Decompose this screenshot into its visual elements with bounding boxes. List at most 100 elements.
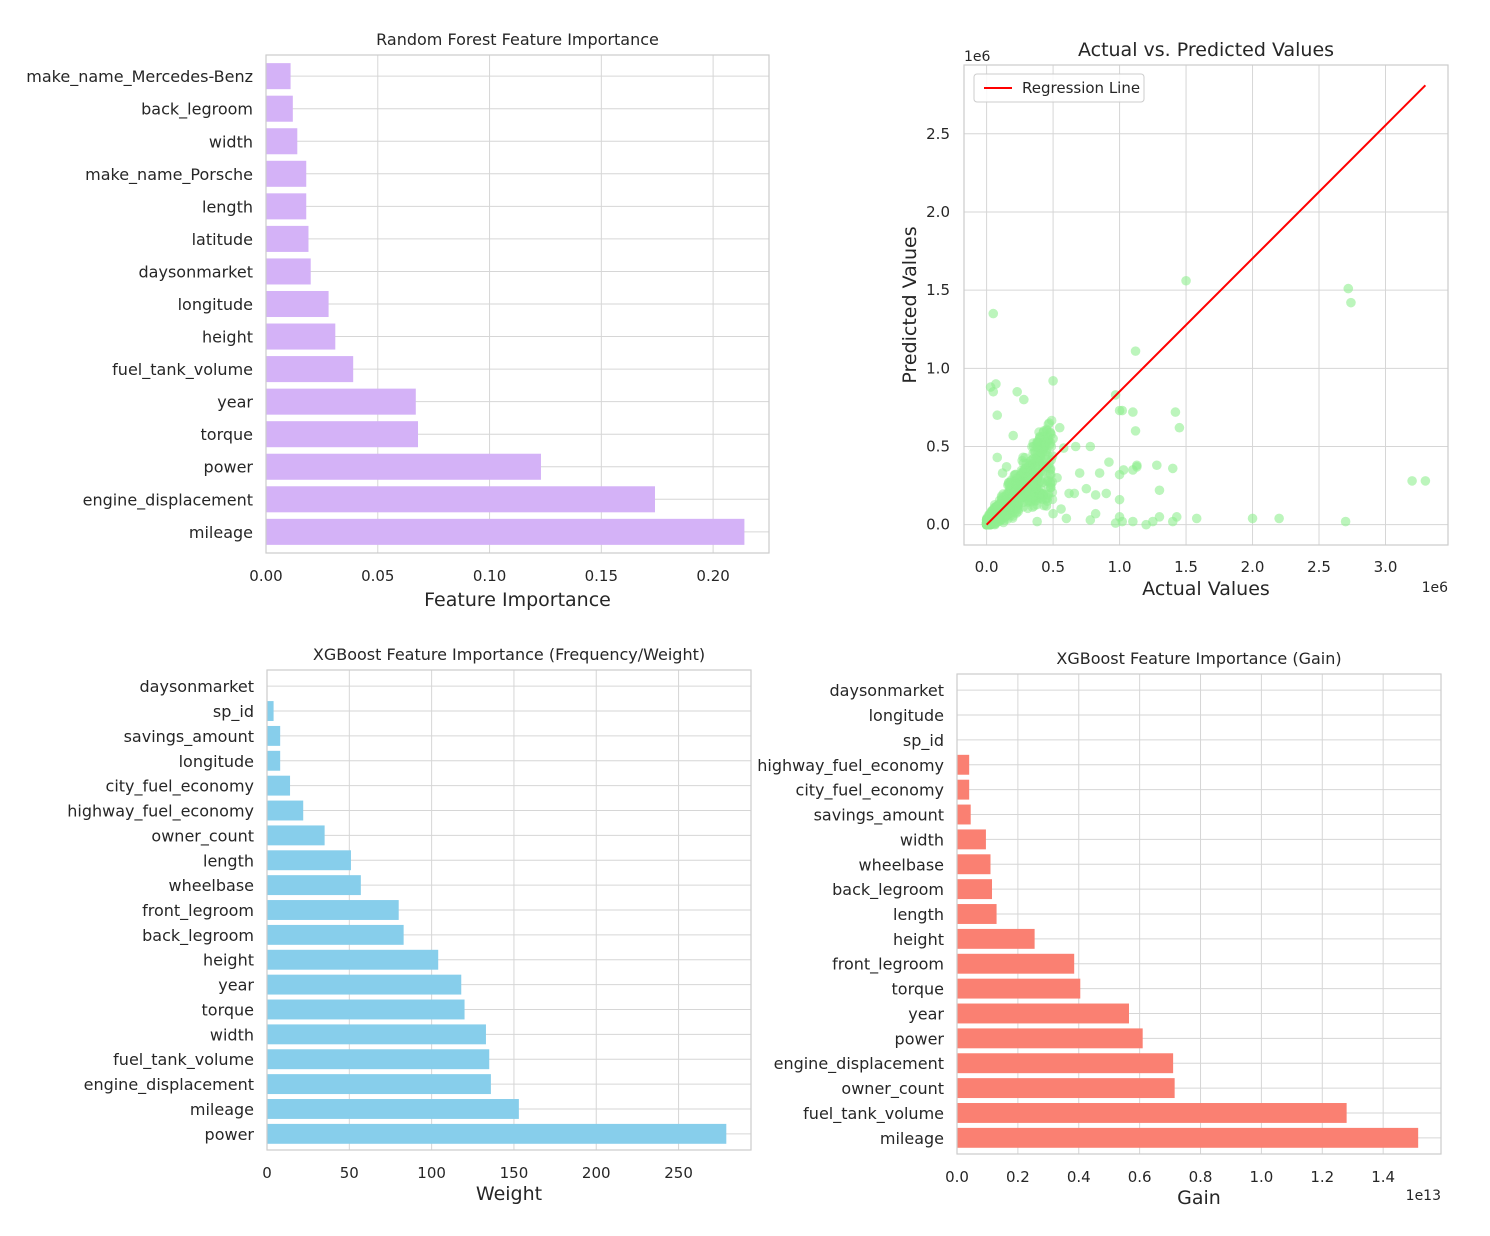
scatter-point: [1048, 433, 1058, 444]
scatter-point: [1154, 485, 1165, 496]
scatter-point: [1104, 457, 1114, 467]
bar: [267, 1049, 490, 1070]
x-tick-label: 0.2: [1006, 1168, 1030, 1186]
bar: [267, 750, 281, 771]
scatter-point: [989, 509, 999, 520]
scatter-point: [1132, 462, 1142, 472]
x-tick-label: 0.00: [249, 567, 282, 585]
scatter-point: [1008, 430, 1018, 441]
y-tick-label: make_name_Porsche: [85, 165, 253, 185]
bar: [957, 978, 1081, 999]
y-tick-label: mileage: [190, 1100, 254, 1119]
chart-title: XGBoost Feature Importance (Frequency/We…: [313, 645, 705, 664]
scatter-point: [1152, 460, 1162, 471]
bar: [266, 388, 416, 415]
x-tick-label: 1.2: [1310, 1168, 1334, 1186]
plot-frame: [266, 669, 752, 1151]
bar: [266, 421, 419, 448]
bar: [267, 1024, 486, 1045]
y-tick-label: length: [203, 851, 254, 870]
scatter-point: [1154, 512, 1165, 522]
scatter-point: [1171, 512, 1182, 522]
y-tick-label: mileage: [880, 1129, 944, 1148]
y-tick-label: length: [893, 905, 944, 924]
bar: [267, 924, 404, 945]
plot-frame: [963, 64, 1449, 546]
x-tick-label: 0.05: [361, 567, 394, 585]
scatter-point: [1019, 394, 1029, 405]
bar: [266, 95, 293, 122]
y-tick-label: length: [202, 197, 253, 216]
scatter-point: [1085, 441, 1096, 452]
y-tick-label: mileage: [189, 523, 253, 542]
y-tick-label: power: [205, 1125, 255, 1144]
bar: [266, 128, 298, 155]
scatter-point: [1407, 476, 1417, 486]
bar: [957, 754, 970, 775]
bar: [266, 323, 336, 350]
x-tick-label: 0.8: [1189, 1168, 1213, 1186]
x-tick-label: 3.0: [1374, 558, 1398, 576]
y-tick-label: make_name_Mercedes-Benz: [26, 67, 253, 87]
scatter-point: [1094, 468, 1105, 478]
bar: [267, 725, 281, 746]
y-tick-label: torque: [202, 1000, 255, 1019]
y-tick-label: longitude: [179, 752, 254, 771]
scatter-point: [1081, 483, 1092, 494]
x-tick-label: 0.6: [1128, 1168, 1152, 1186]
scatter-point: [1117, 405, 1128, 416]
bar: [266, 486, 655, 513]
bar: [957, 928, 1035, 949]
y-tick-label: front_legroom: [142, 901, 254, 921]
scatter-point: [1061, 513, 1072, 524]
scatter-point: [988, 308, 999, 319]
x-tick-label: 0.15: [585, 567, 618, 585]
x-tick-label: 200: [582, 1164, 611, 1182]
legend-box: [973, 73, 1145, 103]
scatter-point: [1012, 386, 1022, 397]
scatter-point: [992, 410, 1003, 421]
scatter-point: [1148, 516, 1158, 527]
y-tick-label: year: [218, 976, 254, 995]
scatter-point: [1052, 472, 1062, 483]
x-tick-label: 150: [500, 1164, 529, 1182]
scatter-point: [1090, 508, 1101, 519]
x-tick-label: 1.0: [1108, 558, 1132, 576]
scatter-point: [1054, 422, 1065, 433]
y-tick-label: daysonmarket: [830, 681, 944, 700]
scatter-point: [1048, 376, 1058, 386]
y-tick-label: torque: [201, 425, 254, 444]
bar: [957, 1053, 1174, 1074]
y-tick-label: owner_count: [151, 826, 254, 846]
bar: [957, 1103, 1347, 1123]
y-tick-label: width: [209, 132, 253, 151]
x-axis-label: Gain: [1177, 1187, 1221, 1209]
scatter-point: [1016, 492, 1027, 503]
y-axis-label: Predicted Values: [899, 226, 921, 383]
bar: [266, 356, 354, 383]
legend: Regression Line: [973, 73, 1145, 103]
scatter-point: [992, 501, 1003, 511]
x-tick-label: 0.20: [696, 567, 729, 585]
scatter-point: [1038, 489, 1048, 500]
bar: [957, 1028, 1143, 1049]
y-tick-label: savings_amount: [124, 727, 254, 747]
bar: [957, 904, 997, 924]
chart-title: Random Forest Feature Importance: [376, 30, 659, 49]
y-tick-label: city_fuel_economy: [796, 781, 944, 801]
bar: [267, 825, 325, 846]
scatter-point: [1064, 488, 1074, 499]
y-tick-label: longitude: [178, 295, 253, 314]
random-forest-importance-chart: mileage engine_displacement power torque yea…: [26, 30, 770, 611]
bar: [957, 879, 993, 900]
y-tick-label: highway_fuel_economy: [757, 756, 944, 776]
y-tick-label: 1.0: [926, 359, 950, 377]
bar: [266, 160, 307, 187]
bar: [957, 1003, 1129, 1024]
plot-frame: [265, 54, 770, 554]
scatter-point: [1114, 469, 1125, 480]
scatter-point: [1170, 407, 1181, 417]
bar: [267, 1123, 727, 1144]
y-tick-label: power: [204, 458, 254, 477]
